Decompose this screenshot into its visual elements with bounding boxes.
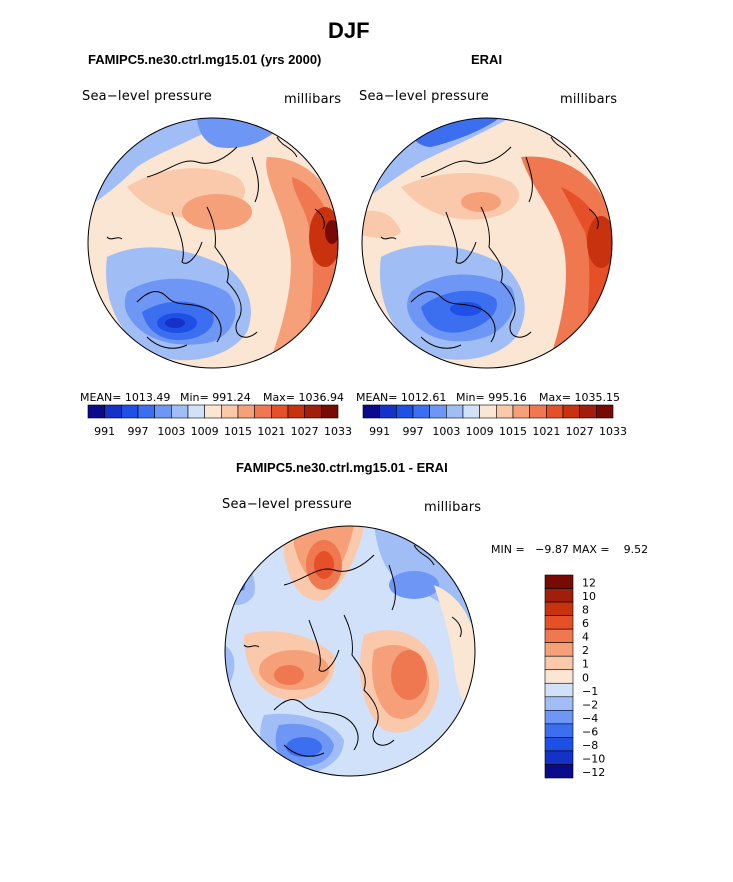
colorbar-swatch — [544, 710, 574, 725]
panel-diff-units-label: millibars — [424, 500, 482, 515]
colorbar-swatch — [544, 628, 574, 643]
colorbar-tick-label: −4 — [582, 712, 598, 725]
colorbar-swatch — [121, 404, 139, 419]
panel-diff-minmax: MIN = −9.87 MAX = 9.52 — [491, 543, 649, 556]
colorbar-tick-label: −1 — [582, 685, 598, 698]
colorbar-tick-label: 1009 — [191, 425, 219, 438]
colorbar-tick-label: 1015 — [224, 425, 252, 438]
colorbar-swatch — [321, 404, 339, 419]
panel-diff-title: FAMIPC5.ne30.ctrl.mg15.01 - ERAI — [236, 460, 448, 475]
colorbar-swatch — [579, 404, 597, 419]
colorbar-tick-label: 997 — [403, 425, 424, 438]
colorbar-tick-label: 991 — [94, 425, 115, 438]
colorbar-tick-label: 997 — [128, 425, 149, 438]
colorbar-swatch — [412, 404, 430, 419]
colorbar-swatch — [544, 682, 574, 698]
panel-model-units-label: millibars — [284, 92, 342, 107]
colorbar-tick-label: −8 — [582, 739, 598, 752]
colorbar-swatch — [429, 404, 447, 419]
colorbar-swatch — [544, 574, 574, 589]
panel-obs-min: Min= 995.16 — [456, 391, 527, 404]
colorbar-tick-label: 1003 — [157, 425, 185, 438]
colorbar-swatch — [379, 404, 397, 419]
colorbar-swatch — [544, 642, 574, 657]
colorbar-swatch — [544, 669, 574, 684]
colorbar-swatch — [187, 404, 205, 419]
colorbar-swatch — [544, 655, 574, 671]
colorbar-tick-label: 1 — [582, 658, 589, 671]
colorbar-swatch — [496, 404, 514, 419]
colorbar-tick-label: 0 — [582, 671, 589, 684]
colorbar-tick-label: 2 — [582, 644, 589, 657]
colorbar-tick-label: 1033 — [599, 425, 627, 438]
colorbar-swatch — [544, 615, 574, 630]
panel-obs-max: Max= 1035.15 — [539, 391, 620, 404]
panel-obs-mean: MEAN= 1012.61 — [356, 391, 447, 404]
colorbar-tick-label: 10 — [582, 590, 596, 603]
colorbar-swatch — [254, 404, 272, 419]
colorbar-tick-label: −2 — [582, 698, 598, 711]
colorbar-tick-label: −10 — [582, 752, 605, 765]
colorbar-swatch — [171, 404, 189, 419]
panel-obs-title: ERAI — [471, 52, 503, 67]
panel-obs-colorbar: 991 997 1003 1009 1015 1021 1027 1033 — [362, 404, 627, 438]
colorbar-swatch — [221, 404, 239, 419]
panel-model-map — [87, 117, 339, 369]
colorbar-tick-label: 12 — [582, 577, 596, 590]
colorbar-swatch — [512, 404, 530, 419]
panel-obs-map — [361, 117, 613, 369]
colorbar-swatch — [544, 750, 574, 765]
colorbar-swatch — [204, 404, 222, 419]
colorbar-swatch — [304, 404, 322, 419]
colorbar-swatch — [544, 601, 574, 616]
colorbar-swatch — [137, 404, 155, 419]
colorbar-swatch — [544, 696, 574, 711]
colorbar-swatch — [544, 723, 574, 738]
colorbar-swatch — [562, 404, 580, 419]
colorbar-swatch — [287, 404, 305, 419]
colorbar-swatch — [104, 404, 122, 419]
colorbar-swatch — [446, 404, 464, 419]
colorbar-swatch — [271, 404, 289, 419]
colorbar-swatch — [154, 404, 172, 419]
colorbar-swatch — [237, 404, 255, 419]
colorbar-swatch — [362, 404, 380, 419]
colorbar-swatch — [544, 737, 574, 752]
panel-obs-variable-label: Sea−level pressure — [359, 89, 489, 104]
colorbar-tick-label: 1027 — [291, 425, 319, 438]
panel-model-title: FAMIPC5.ne30.ctrl.mg15.01 (yrs 2000) — [88, 52, 322, 67]
colorbar-swatch — [596, 404, 614, 419]
panel-model-colorbar: 991 997 1003 1009 1015 1021 1027 1033 — [87, 404, 352, 438]
colorbar-tick-label: 991 — [369, 425, 390, 438]
colorbar-tick-label: 1009 — [466, 425, 494, 438]
colorbar-tick-label: 1015 — [499, 425, 527, 438]
colorbar-tick-label: 6 — [582, 617, 589, 630]
colorbar-tick-label: 1033 — [324, 425, 352, 438]
colorbar-tick-label: 4 — [582, 631, 589, 644]
colorbar-tick-label: 1021 — [532, 425, 560, 438]
colorbar-tick-label: 1021 — [257, 425, 285, 438]
colorbar-swatch — [529, 404, 547, 419]
panel-diff-map — [224, 525, 476, 777]
panel-diff-variable-label: Sea−level pressure — [222, 497, 352, 512]
figure-title: DJF — [328, 18, 370, 43]
panel-model-mean: MEAN= 1013.49 — [80, 391, 171, 404]
colorbar-tick-label: 1003 — [432, 425, 460, 438]
colorbar-tick-label: 1027 — [566, 425, 594, 438]
panel-model-max: Max= 1036.94 — [263, 391, 344, 404]
panel-model-min: Min= 991.24 — [180, 391, 251, 404]
panel-model-variable-label: Sea−level pressure — [82, 89, 212, 104]
colorbar-swatch — [479, 404, 497, 419]
colorbar-tick-label: −12 — [582, 766, 605, 779]
colorbar-swatch — [546, 404, 564, 419]
colorbar-swatch — [544, 764, 574, 779]
colorbar-swatch — [544, 588, 574, 603]
panel-obs-units-label: millibars — [560, 92, 618, 107]
colorbar-swatch — [462, 404, 480, 419]
colorbar-tick-label: 8 — [582, 604, 589, 617]
colorbar-tick-label: −6 — [582, 725, 598, 738]
colorbar-swatch — [87, 404, 105, 419]
colorbar-swatch — [396, 404, 414, 419]
